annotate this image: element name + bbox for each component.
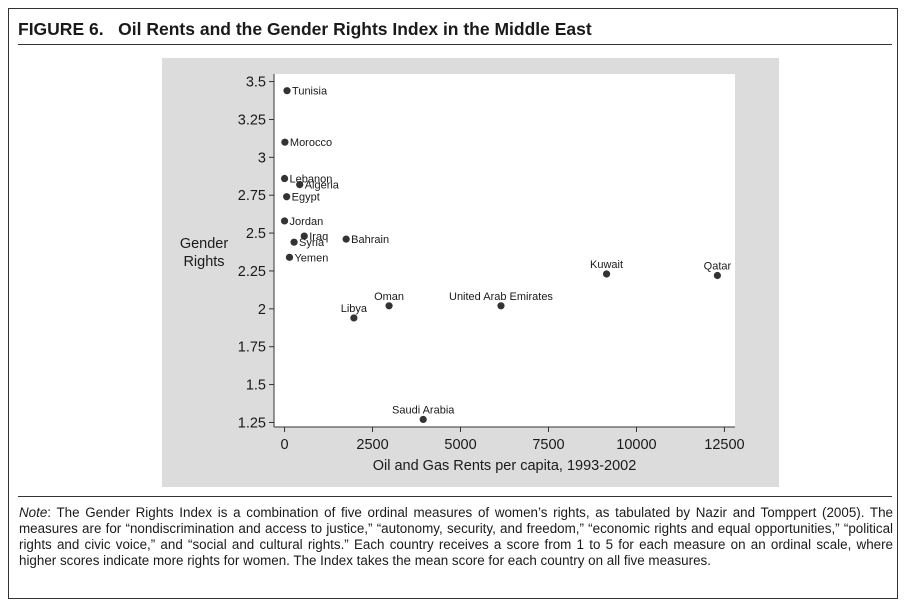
figure-note: Note: The Gender Rights Index is a combi… xyxy=(19,505,893,569)
title-divider xyxy=(18,44,892,45)
x-tick-label: 2500 xyxy=(356,437,388,453)
y-tick-label: 3.5 xyxy=(246,75,266,91)
figure-title: FIGURE 6. Oil Rents and the Gender Right… xyxy=(18,19,592,40)
figure-title-text: Oil Rents and the Gender Rights Index in… xyxy=(118,19,592,39)
note-text: : The Gender Rights Index is a combinati… xyxy=(19,505,893,568)
y-tick-label: 1.5 xyxy=(246,378,266,394)
y-tick-label: 3 xyxy=(258,150,266,166)
data-point xyxy=(290,238,298,246)
data-label: Yemen xyxy=(294,252,328,264)
data-point xyxy=(281,138,289,146)
data-point xyxy=(285,253,294,261)
data-label: Syria xyxy=(299,237,325,249)
data-label: Iraq xyxy=(309,231,328,243)
data-label: Egypt xyxy=(292,192,320,204)
data-point xyxy=(300,232,308,240)
data-label: Bahrain xyxy=(351,234,389,246)
x-tick-label: 10000 xyxy=(616,437,656,453)
data-label: Jordan xyxy=(290,216,324,228)
plot-area xyxy=(274,74,735,427)
data-point xyxy=(385,302,393,310)
y-tick-label: 2.75 xyxy=(238,188,266,204)
data-point xyxy=(419,415,427,424)
note-divider xyxy=(18,496,892,497)
data-point xyxy=(280,174,289,183)
y-tick-label: 3.25 xyxy=(238,112,266,128)
y-tick-label: 1.75 xyxy=(238,340,266,356)
data-point xyxy=(713,271,722,280)
data-point xyxy=(497,302,505,310)
y-axis-label: Gender xyxy=(180,236,229,252)
data-label: Qatar xyxy=(704,260,732,272)
note-lead: Note xyxy=(19,505,48,520)
data-label: Tunisia xyxy=(292,86,328,98)
data-point xyxy=(283,193,291,201)
data-label: Oman xyxy=(374,291,404,303)
x-tick-label: 12500 xyxy=(704,437,744,453)
data-label: Algeria xyxy=(305,180,340,192)
data-point xyxy=(296,180,304,189)
data-point xyxy=(342,235,350,243)
data-label: Libya xyxy=(341,303,368,315)
data-label: United Arab Emirates xyxy=(449,291,553,303)
data-label: Kuwait xyxy=(590,259,623,271)
x-tick-label: 5000 xyxy=(444,437,476,453)
y-tick-label: 2 xyxy=(258,302,266,318)
x-axis-label: Oil and Gas Rents per capita, 1993-2002 xyxy=(373,458,637,474)
data-point xyxy=(283,87,291,95)
x-tick-label: 0 xyxy=(281,437,289,453)
y-tick-label: 1.25 xyxy=(238,415,266,431)
figure-label: FIGURE 6. xyxy=(18,19,104,39)
y-axis-label: Rights xyxy=(183,254,224,270)
data-label: Morocco xyxy=(290,137,332,149)
data-point xyxy=(350,314,358,322)
data-label: Saudi Arabia xyxy=(392,404,455,416)
data-point xyxy=(280,217,289,225)
y-tick-label: 2.25 xyxy=(238,264,266,280)
x-tick-label: 7500 xyxy=(532,437,564,453)
data-point xyxy=(602,270,611,278)
figure-frame xyxy=(8,8,898,599)
y-tick-label: 2.5 xyxy=(246,226,266,242)
